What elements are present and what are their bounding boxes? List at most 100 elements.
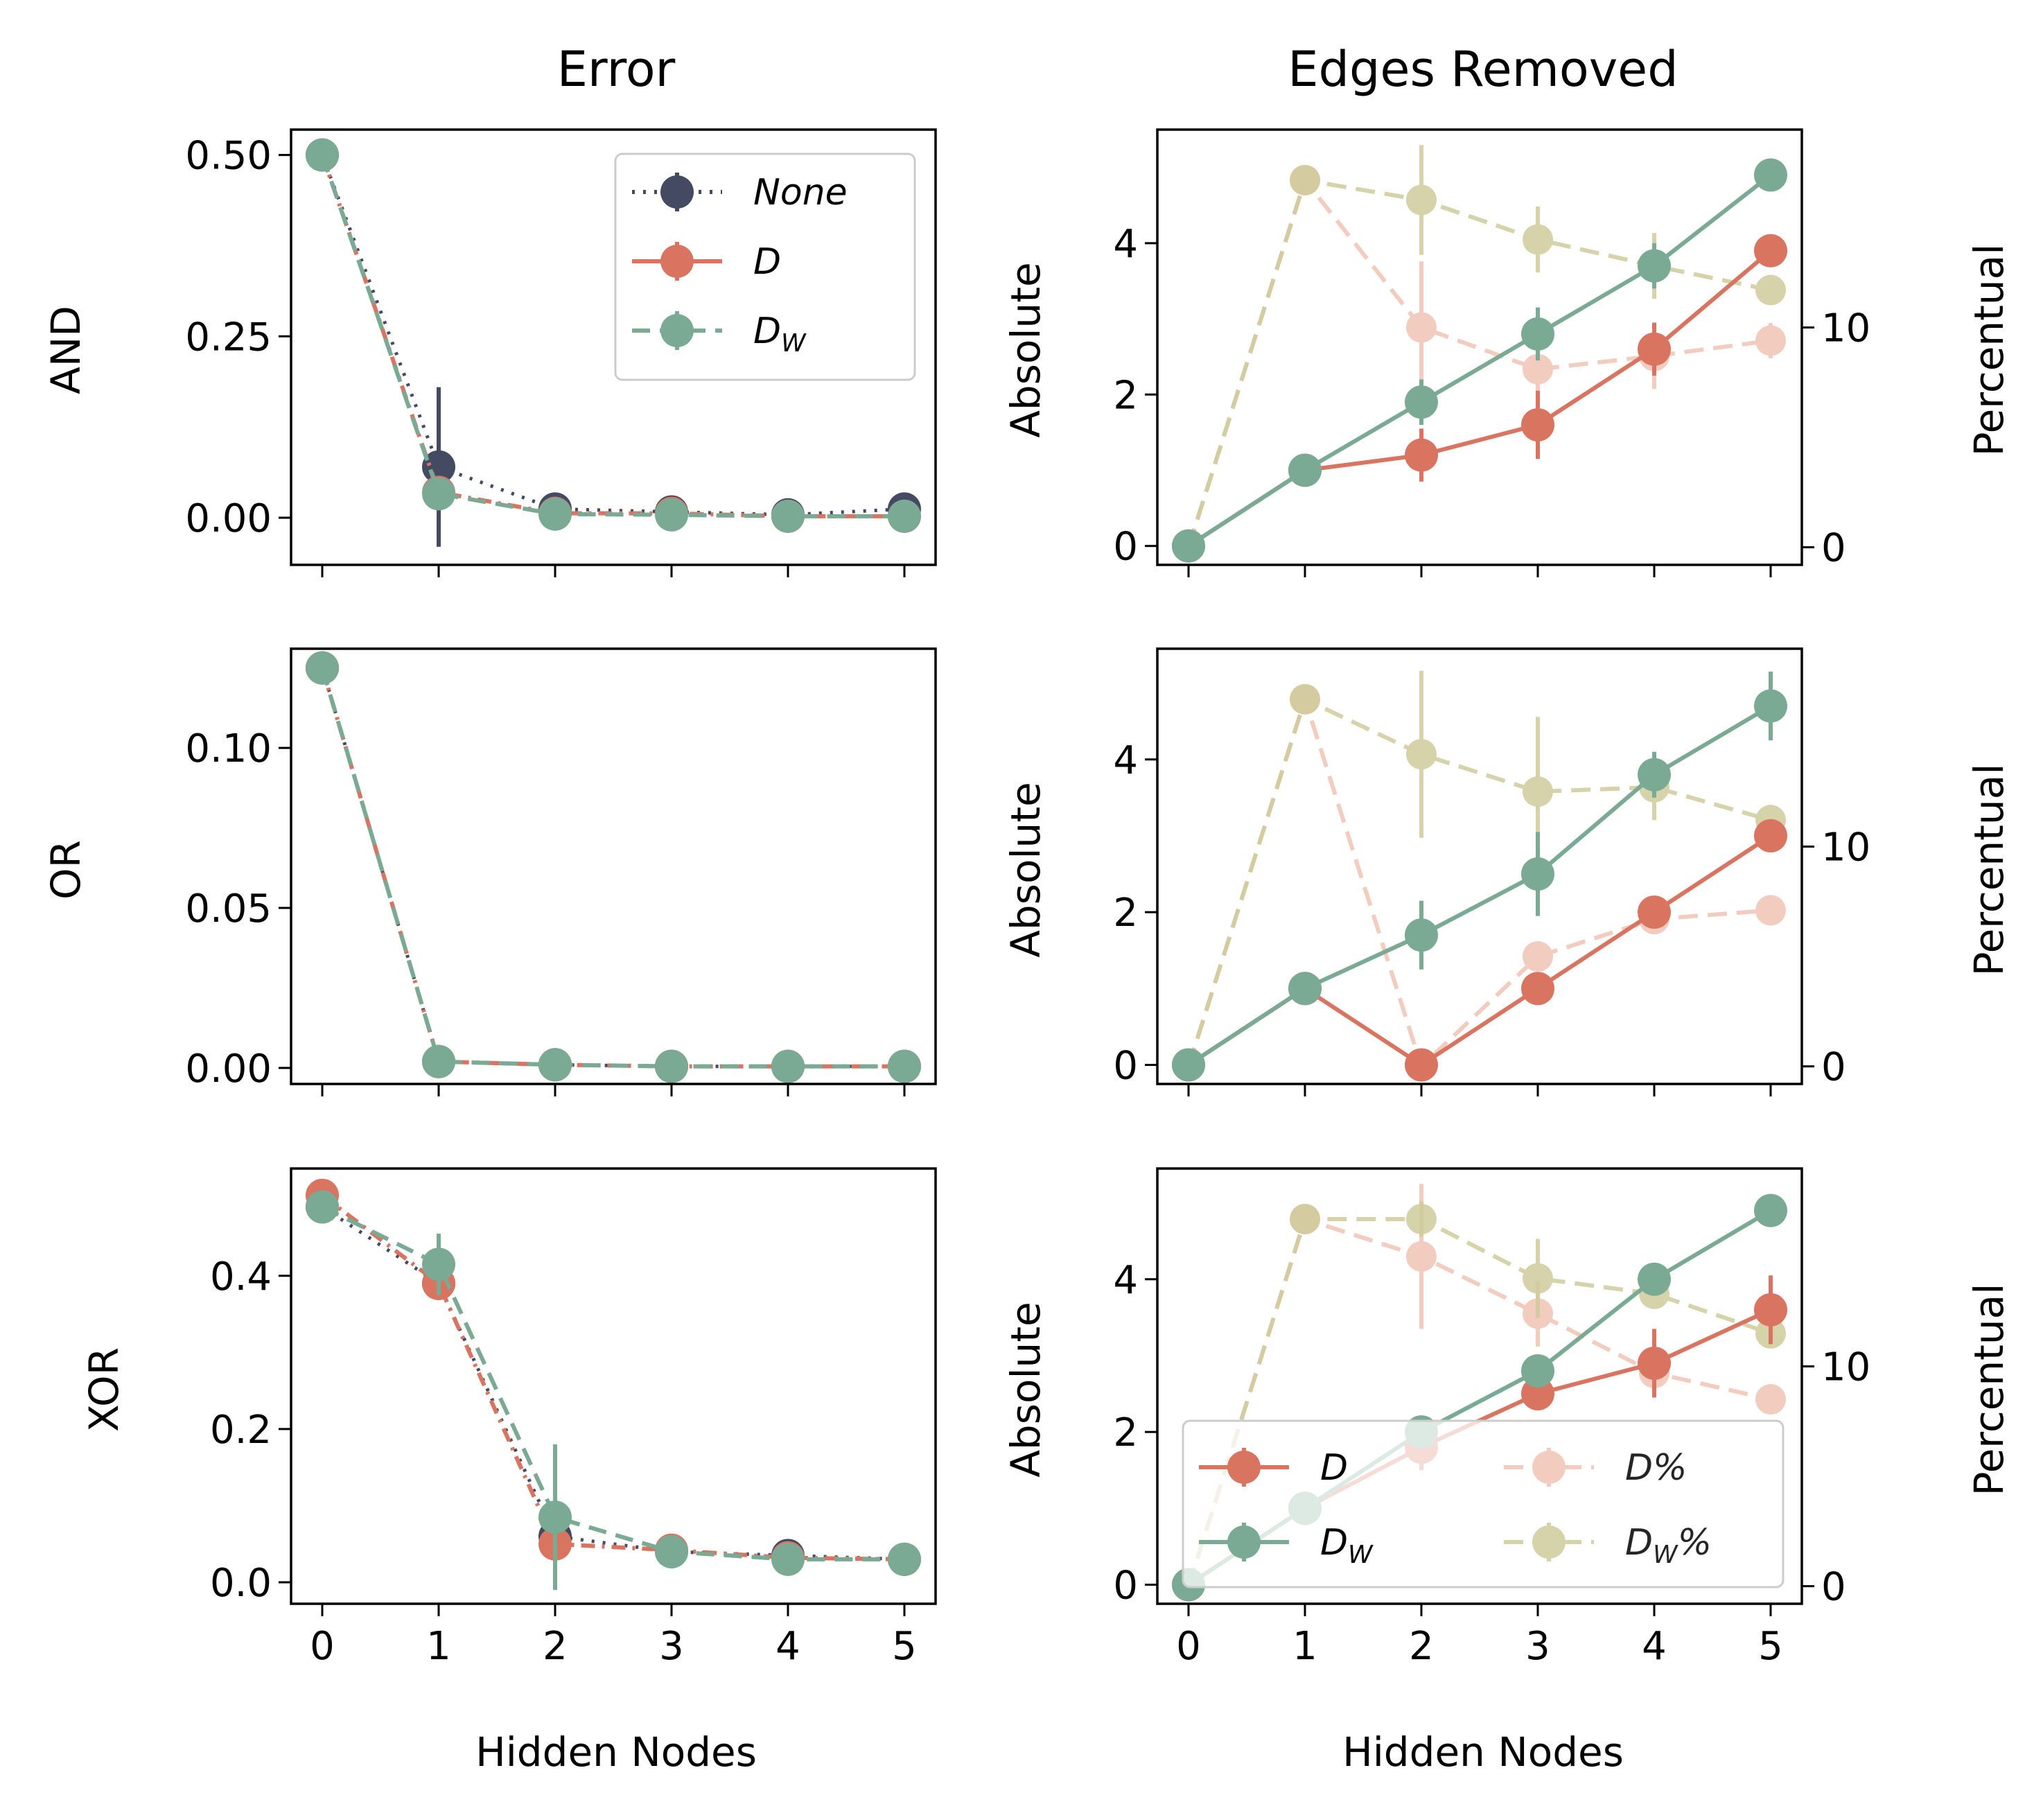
y-axis-title-percentual-or: Percentual (1965, 764, 2013, 977)
data-point-dw (1172, 1048, 1205, 1082)
series-dw (306, 651, 921, 1083)
column-title-edges-removed: Edges Removed (1288, 41, 1678, 98)
data-point-dw (655, 498, 688, 532)
y-axis-title-absolute-and: Absolute (1002, 262, 1049, 438)
axes-frame (1156, 1167, 1803, 1605)
legend-label-d: D (1320, 1447, 1348, 1489)
y-right-tick-label: 0 (1821, 526, 1846, 571)
data-point-dw (1405, 918, 1438, 952)
y-right-tick-label: 0 (1821, 1565, 1846, 1610)
data-point-dw (1754, 158, 1787, 192)
legend-label-main: D (1320, 1447, 1348, 1489)
y-tick-label: 2 (1113, 891, 1138, 936)
y-tick-label: 0.0 (210, 1561, 272, 1606)
data-point-dw (1754, 689, 1787, 723)
series-dw_pct (1173, 670, 1786, 1082)
y-right-tick-label: 10 (1821, 825, 1870, 870)
legend-entry-dw: DW (632, 310, 807, 358)
y-tick-label: 0.10 (185, 726, 272, 771)
legend-entry-dw: DW (1199, 1522, 1374, 1569)
legend-marker-d (660, 245, 694, 278)
series-line-d (320, 154, 904, 518)
data-point-dw (888, 1049, 921, 1083)
data-point-d (1754, 819, 1787, 852)
series-line-d (320, 667, 904, 1069)
legend-marker-dw (660, 314, 694, 347)
data-point-d_pct (1755, 1384, 1786, 1415)
series-line-none (321, 1205, 905, 1561)
data-point-d (1638, 332, 1671, 366)
series-line-none (320, 154, 905, 517)
legend-entry-dw_pct: DW% (1504, 1522, 1712, 1569)
series-d_pct (1173, 683, 1786, 1082)
data-point-dw (1638, 1262, 1671, 1296)
series-dw (306, 138, 921, 533)
data-point-dw (422, 477, 455, 511)
x-tick-label: 1 (1292, 1624, 1317, 1669)
panel-OR-edges: 0 2 4 0 10 (1113, 647, 1870, 1096)
legend-label-main: D (1320, 1522, 1348, 1564)
y-tick-label: 0 (1113, 1563, 1138, 1608)
series-none (306, 651, 921, 1083)
series-line-dw (1187, 704, 1772, 1067)
data-point-dw (306, 651, 339, 685)
legend-label-main: D (753, 241, 781, 283)
x-tick-label: 4 (1642, 1624, 1667, 1669)
legend-label-d: D (753, 241, 781, 283)
y-tick-label: 4 (1113, 738, 1138, 783)
legend-box (1182, 1419, 1785, 1589)
legend-label-main: D (1625, 1447, 1653, 1489)
column-title-error: Error (557, 41, 676, 98)
legend-error: None D DW (614, 152, 916, 381)
series-d (1172, 819, 1787, 1082)
series-d (306, 651, 921, 1083)
data-point-dw (1288, 453, 1322, 487)
data-point-dw (306, 1190, 339, 1224)
panel-AND-edges: 0 2 4 0 10 (1113, 128, 1870, 577)
figure-text-layer: Error Edges Removed AND OR XOR Absolute … (42, 41, 2013, 1776)
x-axis-title-left: Hidden Nodes (475, 1729, 757, 1776)
data-point-dw (655, 1534, 688, 1568)
y-tick-label: 4 (1113, 222, 1138, 267)
y-tick-label: 4 (1113, 1258, 1138, 1303)
data-point-d (1638, 1346, 1671, 1380)
x-tick-label: 3 (659, 1624, 684, 1669)
data-point-d_pct (1523, 353, 1553, 385)
data-point-d (1521, 408, 1554, 441)
x-tick-label: 0 (310, 1624, 335, 1669)
legend-marker-d_pct (1532, 1451, 1566, 1484)
x-tick-label: 4 (775, 1624, 800, 1669)
series-d (1172, 234, 1787, 563)
series-none (306, 1190, 921, 1576)
series-line-dw_pct (1186, 697, 1771, 1067)
data-point-d_pct (1406, 1241, 1437, 1272)
x-tick-label: 3 (1525, 1624, 1550, 1669)
data-point-d (1405, 1048, 1438, 1082)
axes-frame (1156, 647, 1803, 1085)
x-tick-label: 2 (543, 1624, 568, 1669)
data-point-d_pct (1755, 895, 1786, 926)
y-axis-title-absolute-or: Absolute (1002, 782, 1049, 958)
panel-OR-error: 0.00 0.05 0.10 (185, 647, 937, 1096)
data-point-dw (771, 499, 805, 533)
data-point-d (1754, 1293, 1787, 1327)
y-tick-label: 0.4 (210, 1254, 272, 1300)
data-point-dw_pct (1755, 274, 1786, 306)
data-point-dw (1172, 529, 1205, 563)
series-line-dw (321, 1205, 904, 1561)
data-point-dw (538, 1048, 572, 1082)
series-line-d (1187, 249, 1772, 548)
series-line-dw (320, 154, 904, 518)
legend-marker-dw (1227, 1525, 1261, 1559)
series-line-dw_pct (1186, 177, 1771, 548)
x-tick-label: 1 (426, 1624, 451, 1669)
legend-entry-none: None (632, 172, 848, 213)
axes-frame (1156, 128, 1803, 566)
series-d_pct (1173, 164, 1786, 563)
x-tick-label: 2 (1409, 1624, 1434, 1669)
series-dw_pct (1173, 145, 1786, 563)
y-tick-label: 0.05 (185, 886, 272, 931)
legend-marker-none (660, 175, 694, 209)
